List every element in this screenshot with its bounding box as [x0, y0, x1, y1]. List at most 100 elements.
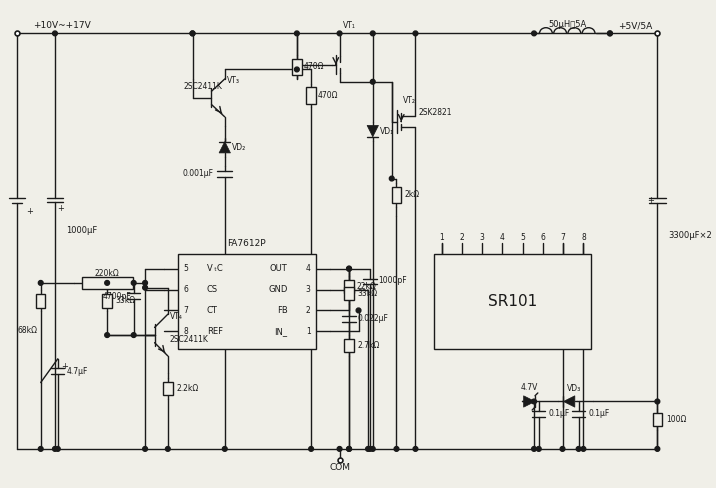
Text: VT₄: VT₄: [170, 312, 183, 321]
Circle shape: [532, 399, 536, 404]
Circle shape: [337, 31, 342, 36]
Circle shape: [370, 447, 375, 451]
Text: FA7612P: FA7612P: [227, 239, 266, 247]
Text: 8: 8: [581, 233, 586, 242]
Text: +5V/5A: +5V/5A: [619, 21, 652, 30]
Text: 2kΩ: 2kΩ: [404, 190, 419, 199]
Text: 2.2kΩ: 2.2kΩ: [176, 384, 198, 393]
Text: GND: GND: [268, 285, 287, 294]
Text: 7: 7: [183, 306, 188, 315]
Circle shape: [532, 31, 536, 36]
Text: SR101: SR101: [488, 294, 537, 309]
Bar: [163, 382, 173, 395]
Text: VT₁: VT₁: [344, 21, 357, 30]
Polygon shape: [367, 125, 379, 137]
Text: 4: 4: [306, 264, 311, 273]
Text: 3300μF×2: 3300μF×2: [669, 231, 712, 240]
Circle shape: [413, 447, 418, 451]
Circle shape: [105, 333, 110, 337]
Polygon shape: [219, 142, 231, 153]
Polygon shape: [523, 396, 535, 407]
Text: OUT: OUT: [270, 264, 287, 273]
Text: 2.7kΩ: 2.7kΩ: [357, 341, 380, 350]
Text: REF: REF: [207, 327, 223, 336]
Text: VD₃: VD₃: [567, 384, 581, 393]
Text: CS: CS: [207, 285, 218, 294]
Text: 2SC2411K: 2SC2411K: [170, 335, 208, 345]
Text: +: +: [57, 204, 64, 213]
Circle shape: [608, 31, 612, 36]
Text: 2: 2: [460, 233, 464, 242]
Text: 4700pF: 4700pF: [103, 292, 132, 301]
Text: 100Ω: 100Ω: [666, 415, 687, 424]
Circle shape: [142, 281, 147, 285]
Circle shape: [532, 447, 536, 451]
Circle shape: [337, 447, 342, 451]
Circle shape: [370, 80, 375, 84]
Text: 470Ω: 470Ω: [304, 62, 324, 71]
Bar: [306, 87, 316, 103]
Text: 2SK2821: 2SK2821: [418, 108, 452, 117]
Text: V ₜC: V ₜC: [207, 264, 223, 273]
Text: 470Ω: 470Ω: [318, 91, 338, 100]
Text: +: +: [62, 362, 69, 371]
Text: 50μH＀5A: 50μH＀5A: [548, 20, 586, 29]
Text: 0.1μF: 0.1μF: [548, 409, 569, 418]
Circle shape: [142, 285, 147, 290]
Text: 8: 8: [183, 327, 188, 336]
Circle shape: [294, 31, 299, 36]
Circle shape: [52, 31, 57, 36]
Circle shape: [190, 31, 195, 36]
Text: 0.022μF: 0.022μF: [357, 314, 389, 324]
Circle shape: [347, 266, 352, 271]
Text: 1000pF: 1000pF: [379, 277, 407, 285]
Text: 33kΩ: 33kΩ: [116, 296, 136, 305]
Text: 1: 1: [440, 233, 445, 242]
Circle shape: [131, 281, 136, 285]
Bar: [178, 254, 316, 349]
Circle shape: [55, 447, 60, 451]
Circle shape: [655, 399, 659, 404]
Text: +: +: [648, 196, 654, 205]
Circle shape: [309, 447, 314, 451]
Text: 5: 5: [521, 233, 525, 242]
Text: 1000μF: 1000μF: [67, 226, 97, 235]
Circle shape: [608, 31, 612, 36]
Text: +: +: [26, 207, 34, 216]
Text: 5: 5: [183, 264, 188, 273]
Text: 3: 3: [306, 285, 311, 294]
Text: 4.7μF: 4.7μF: [67, 366, 88, 376]
Circle shape: [581, 447, 586, 451]
Text: 2SC2411K: 2SC2411K: [183, 82, 222, 91]
Text: 22kΩ: 22kΩ: [357, 282, 377, 291]
Text: 4.7V: 4.7V: [521, 383, 538, 392]
Text: +10V~+17V: +10V~+17V: [33, 21, 90, 30]
Text: VT₃: VT₃: [227, 76, 240, 85]
Text: 0.1μF: 0.1μF: [588, 409, 609, 418]
Text: 33kΩ: 33kΩ: [357, 289, 378, 298]
Circle shape: [576, 447, 581, 451]
Bar: [344, 286, 354, 300]
Circle shape: [560, 447, 565, 451]
Bar: [344, 339, 354, 352]
Circle shape: [367, 447, 372, 451]
Circle shape: [655, 447, 659, 451]
Text: FB: FB: [276, 306, 287, 315]
Circle shape: [536, 447, 541, 451]
Bar: [292, 59, 301, 75]
Circle shape: [223, 447, 227, 451]
Circle shape: [39, 281, 43, 285]
Text: CT: CT: [207, 306, 218, 315]
Text: 2: 2: [306, 306, 311, 315]
Text: 4: 4: [499, 233, 504, 242]
Polygon shape: [563, 396, 575, 407]
Circle shape: [52, 447, 57, 451]
Text: VT₂: VT₂: [403, 96, 416, 105]
Circle shape: [39, 447, 43, 451]
Bar: [82, 277, 132, 288]
Bar: [344, 280, 354, 293]
Circle shape: [105, 281, 110, 285]
Circle shape: [190, 31, 195, 36]
Circle shape: [165, 447, 170, 451]
Text: 6: 6: [183, 285, 188, 294]
